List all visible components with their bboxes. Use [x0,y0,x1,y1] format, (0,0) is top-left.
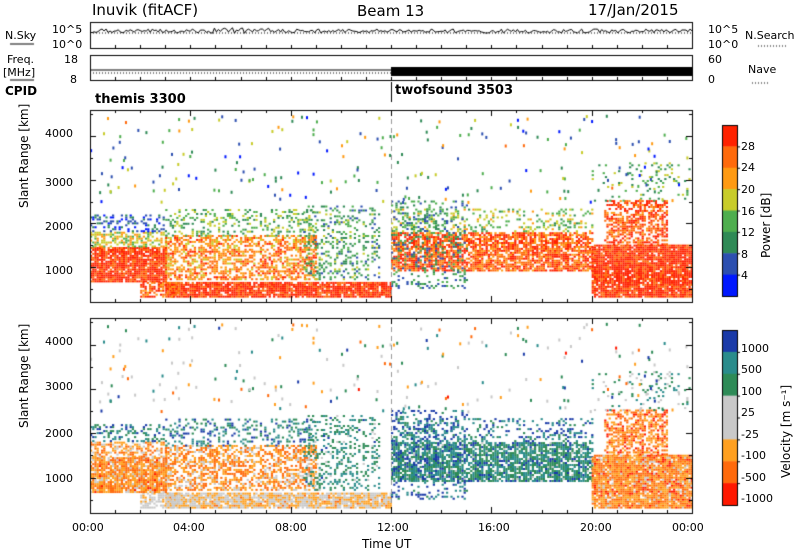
freq-tick-top: 18 [64,53,78,66]
velocity-ytick-4000: 4000 [45,335,73,348]
velocity-ytick-3000: 3000 [45,380,73,393]
nave-tick-top: 60 [708,53,722,66]
xtick-0800: 08:00 [275,521,307,534]
vel-cb-neg25: -25 [741,428,759,441]
power-cb-label: Power [dB] [759,192,773,258]
cpid-segment-1: themis 3300 [95,92,186,107]
xtick-2400: 00:00 [672,521,704,534]
xtick-2000: 20:00 [580,521,612,534]
cpid-label: CPID [5,84,38,98]
velocity-ylabel: Slant Range [km] [17,323,31,428]
power-ytick-4000: 4000 [45,127,73,140]
xtick-0400: 04:00 [173,521,205,534]
vel-cb-1000: 1000 [741,342,769,355]
nsearch-tick-top: 10^5 [708,23,739,36]
beam-title: Beam 13 [357,2,425,20]
cpid-segment-2: twofsound 3503 [395,83,514,98]
xtick-1200: 12:00 [377,521,409,534]
velocity-ytick-1000: 1000 [45,472,73,485]
vel-cb-500: 500 [741,363,762,376]
nsky-tick-top: 10^5 [52,23,83,36]
xlabel: Time UT [362,537,412,551]
power-ytick-1000: 1000 [45,264,73,277]
vel-cb-100: 100 [741,385,762,398]
vel-cb-25: 25 [741,406,755,419]
station-title: Inuvik (fitACF) [92,1,199,19]
nave-label: Nave [748,63,777,76]
power-cb-8: 8 [741,248,748,261]
date-title: 17/Jan/2015 [588,1,679,19]
vel-cb-neg1000: -1000 [741,492,773,505]
power-cb-28: 28 [741,140,755,153]
power-cb-12: 12 [741,226,755,239]
nsearch-label: N.Search [745,29,795,42]
nave-tick-bottom: 0 [708,73,715,86]
vel-cb-neg500: -500 [741,471,766,484]
freq-label: Freq. [7,53,35,66]
velocity-ytick-2000: 2000 [45,427,73,440]
nsky-tick-bottom: 10^0 [52,38,83,51]
power-cb-16: 16 [741,205,755,218]
freq-tick-bottom: 8 [70,73,77,86]
power-cb-20: 20 [741,183,755,196]
xtick-0000: 00:00 [72,521,104,534]
nsearch-tick-bottom: 10^0 [708,38,739,51]
velocity-cb-label: Velocity [m s⁻¹] [779,384,793,478]
power-cb-4: 4 [741,269,748,282]
vel-cb-neg100: -100 [741,449,766,462]
power-cb-24: 24 [741,161,755,174]
freq-unit: [MHz] [3,66,36,79]
power-ylabel: Slant Range [km] [17,103,31,208]
nsky-label: N.Sky [5,29,37,42]
power-ytick-2000: 2000 [45,220,73,233]
xtick-1600: 16:00 [478,521,510,534]
power-ytick-3000: 3000 [45,176,73,189]
